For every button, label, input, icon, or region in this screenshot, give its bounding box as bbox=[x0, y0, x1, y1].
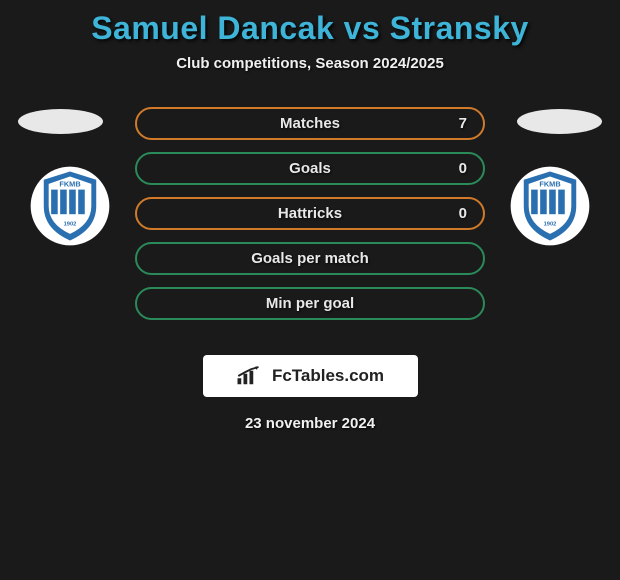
svg-text:1902: 1902 bbox=[544, 222, 557, 228]
stat-bar: Min per goal bbox=[135, 287, 485, 320]
stat-bar: Goals 0 bbox=[135, 152, 485, 185]
footer-date: 23 november 2024 bbox=[0, 415, 620, 432]
stat-value: 0 bbox=[459, 205, 467, 222]
stat-bar: Goals per match bbox=[135, 242, 485, 275]
club-badge-left: FKMB 1902 bbox=[29, 165, 111, 247]
brand-badge[interactable]: FcTables.com bbox=[203, 355, 418, 397]
stat-label: Min per goal bbox=[266, 295, 354, 312]
stat-label: Matches bbox=[280, 115, 340, 132]
shield-icon: FKMB 1902 bbox=[509, 165, 591, 247]
svg-text:1902: 1902 bbox=[64, 222, 77, 228]
main-area: FKMB 1902 FKMB 1902 Matches 7 bbox=[0, 107, 620, 337]
comparison-card: Samuel Dancak vs Stransky Club competiti… bbox=[0, 0, 620, 432]
stat-label: Hattricks bbox=[278, 205, 342, 222]
stat-bar: Hattricks 0 bbox=[135, 197, 485, 230]
stats-list: Matches 7 Goals 0 Hattricks 0 Goals per … bbox=[135, 107, 485, 320]
club-badge-right: FKMB 1902 bbox=[509, 165, 591, 247]
stat-label: Goals per match bbox=[251, 250, 369, 267]
player-avatar-right bbox=[517, 109, 602, 134]
stat-bar: Matches 7 bbox=[135, 107, 485, 140]
brand-text: FcTables.com bbox=[272, 366, 384, 386]
player-avatar-left bbox=[18, 109, 103, 134]
shield-icon: FKMB 1902 bbox=[29, 165, 111, 247]
subtitle: Club competitions, Season 2024/2025 bbox=[0, 55, 620, 72]
chart-icon bbox=[236, 366, 266, 386]
stat-label: Goals bbox=[289, 160, 331, 177]
page-title: Samuel Dancak vs Stransky bbox=[0, 10, 620, 47]
svg-text:FKMB: FKMB bbox=[59, 179, 80, 188]
svg-text:FKMB: FKMB bbox=[539, 179, 560, 188]
stat-value: 7 bbox=[459, 115, 467, 132]
stat-value: 0 bbox=[459, 160, 467, 177]
